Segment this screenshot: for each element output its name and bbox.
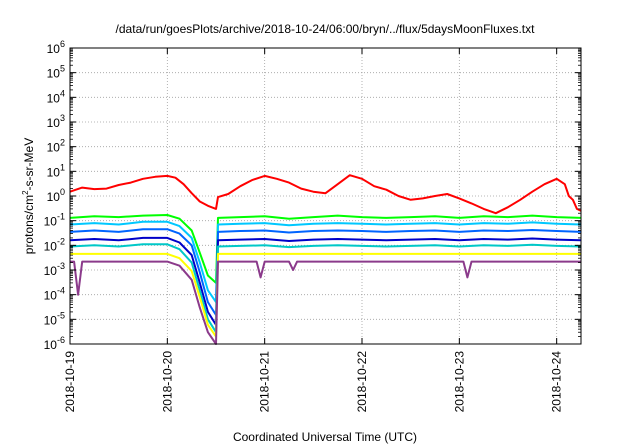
y-tick-label: 105 — [47, 64, 65, 81]
y-tick-label-base: 10 — [47, 116, 61, 130]
x-axis-title: Coordinated Universal Time (UTC) — [233, 430, 417, 444]
x-tick-label: 2018-10-22 — [355, 351, 369, 413]
y-tick-label-exp: 3 — [60, 113, 65, 123]
y-tick-label: 10-1 — [44, 212, 65, 229]
y-tick-label-exp: 0 — [60, 187, 65, 197]
y-tick-label-base: 10 — [44, 264, 58, 278]
y-tick-label-base: 10 — [44, 215, 58, 229]
y-tick-label-base: 10 — [44, 239, 58, 253]
y-tick-label: 10-6 — [44, 335, 65, 352]
y-tick-label-base: 10 — [47, 91, 61, 105]
y-tick-label-exp: -6 — [57, 335, 65, 345]
chart-title: /data/run/goesPlots/archive/2018-10-24/0… — [116, 22, 536, 36]
grid-lines — [70, 48, 581, 344]
y-tick-label: 10-3 — [44, 261, 65, 278]
y-tick-label-base: 10 — [47, 190, 61, 204]
series-line — [69, 174, 582, 215]
x-tick-label: 2018-10-24 — [550, 351, 564, 413]
y-tick-label-base: 10 — [44, 338, 58, 352]
series-layer — [69, 174, 582, 345]
x-tick-label: 2018-10-19 — [63, 351, 77, 413]
y-tick-label-exp: -2 — [57, 236, 65, 246]
y-tick-label: 10-2 — [44, 236, 65, 253]
y-tick-label-exp: 4 — [60, 88, 65, 98]
x-axis: 2018-10-19 2018-10-20 2018-10-21 2018-10-22… — [63, 48, 564, 412]
y-axis-title-sup: 2 — [21, 190, 30, 195]
y-tick-label: 101 — [47, 162, 65, 179]
y-axis-title-rest: -s-sr-MeV — [22, 138, 36, 191]
series-line — [69, 236, 582, 326]
y-tick-label-exp: -4 — [57, 286, 65, 296]
y-tick-label-base: 10 — [47, 141, 61, 155]
y-tick-label-base: 10 — [47, 67, 61, 81]
y-tick-label-base: 10 — [47, 165, 61, 179]
y-tick-label-exp: -1 — [57, 212, 65, 222]
series-line — [70, 252, 581, 338]
y-tick-label: 102 — [47, 138, 65, 155]
y-tick-label: 10-5 — [44, 310, 65, 327]
y-tick-label-exp: -5 — [57, 310, 65, 320]
series-line — [69, 243, 582, 334]
x-tick-label: 2018-10-23 — [452, 351, 466, 413]
y-tick-label: 10-4 — [44, 286, 65, 303]
y-tick-label-exp: 6 — [60, 39, 65, 49]
x-tick-label: 2018-10-21 — [258, 351, 272, 413]
y-tick-label-base: 10 — [47, 42, 61, 56]
y-tick-label-base: 10 — [44, 289, 58, 303]
y-axis-title: protons/cm2-s-sr-MeV — [21, 138, 36, 254]
series-line — [69, 220, 582, 304]
y-tick-label-exp: 1 — [60, 162, 65, 172]
y-tick-label: 103 — [47, 113, 65, 130]
series-line — [69, 214, 582, 284]
y-axis: 10-610-510-410-310-210-11001011021031041… — [44, 39, 581, 352]
series-line — [70, 260, 581, 345]
y-axis-title-base: protons/cm — [22, 195, 36, 254]
x-tick-label: 2018-10-20 — [160, 351, 174, 413]
y-tick-label: 100 — [47, 187, 65, 204]
y-tick-label-exp: 5 — [60, 64, 65, 74]
y-tick-label: 104 — [47, 88, 65, 105]
y-tick-label-base: 10 — [44, 313, 58, 327]
y-tick-label-exp: 2 — [60, 138, 65, 148]
y-tick-label-exp: -3 — [57, 261, 65, 271]
series-line — [69, 228, 582, 316]
y-tick-label: 106 — [47, 39, 65, 56]
